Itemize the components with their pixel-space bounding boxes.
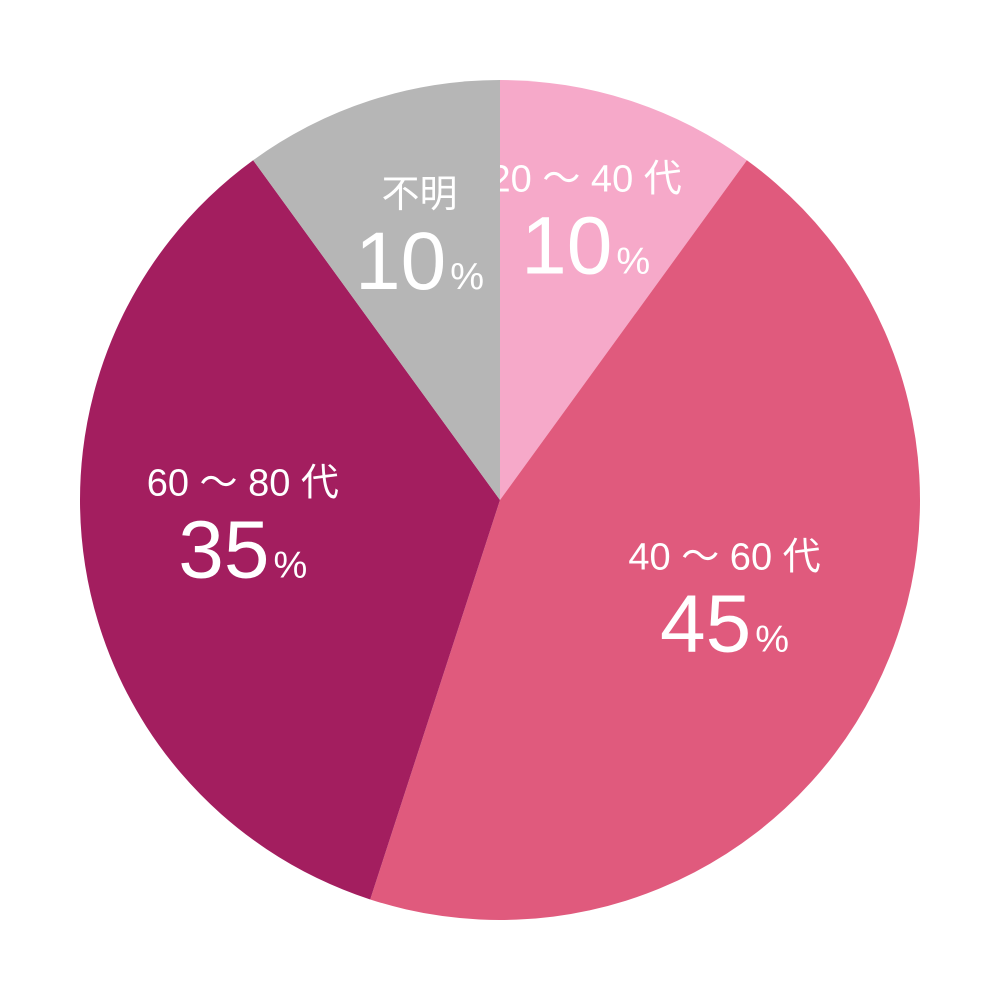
slice-category-label: 60 〜 80 代 — [147, 463, 339, 505]
pie-chart: 20 〜 40 代10%40 〜 60 代45%60 〜 80 代35%不明10… — [0, 0, 1000, 1000]
pie-svg: 20 〜 40 代10%40 〜 60 代45%60 〜 80 代35%不明10… — [0, 0, 1000, 1000]
slice-category-label: 40 〜 60 代 — [628, 536, 820, 578]
slice-category-label: 不明 — [382, 174, 458, 216]
slice-category-label: 20 〜 40 代 — [490, 158, 682, 200]
